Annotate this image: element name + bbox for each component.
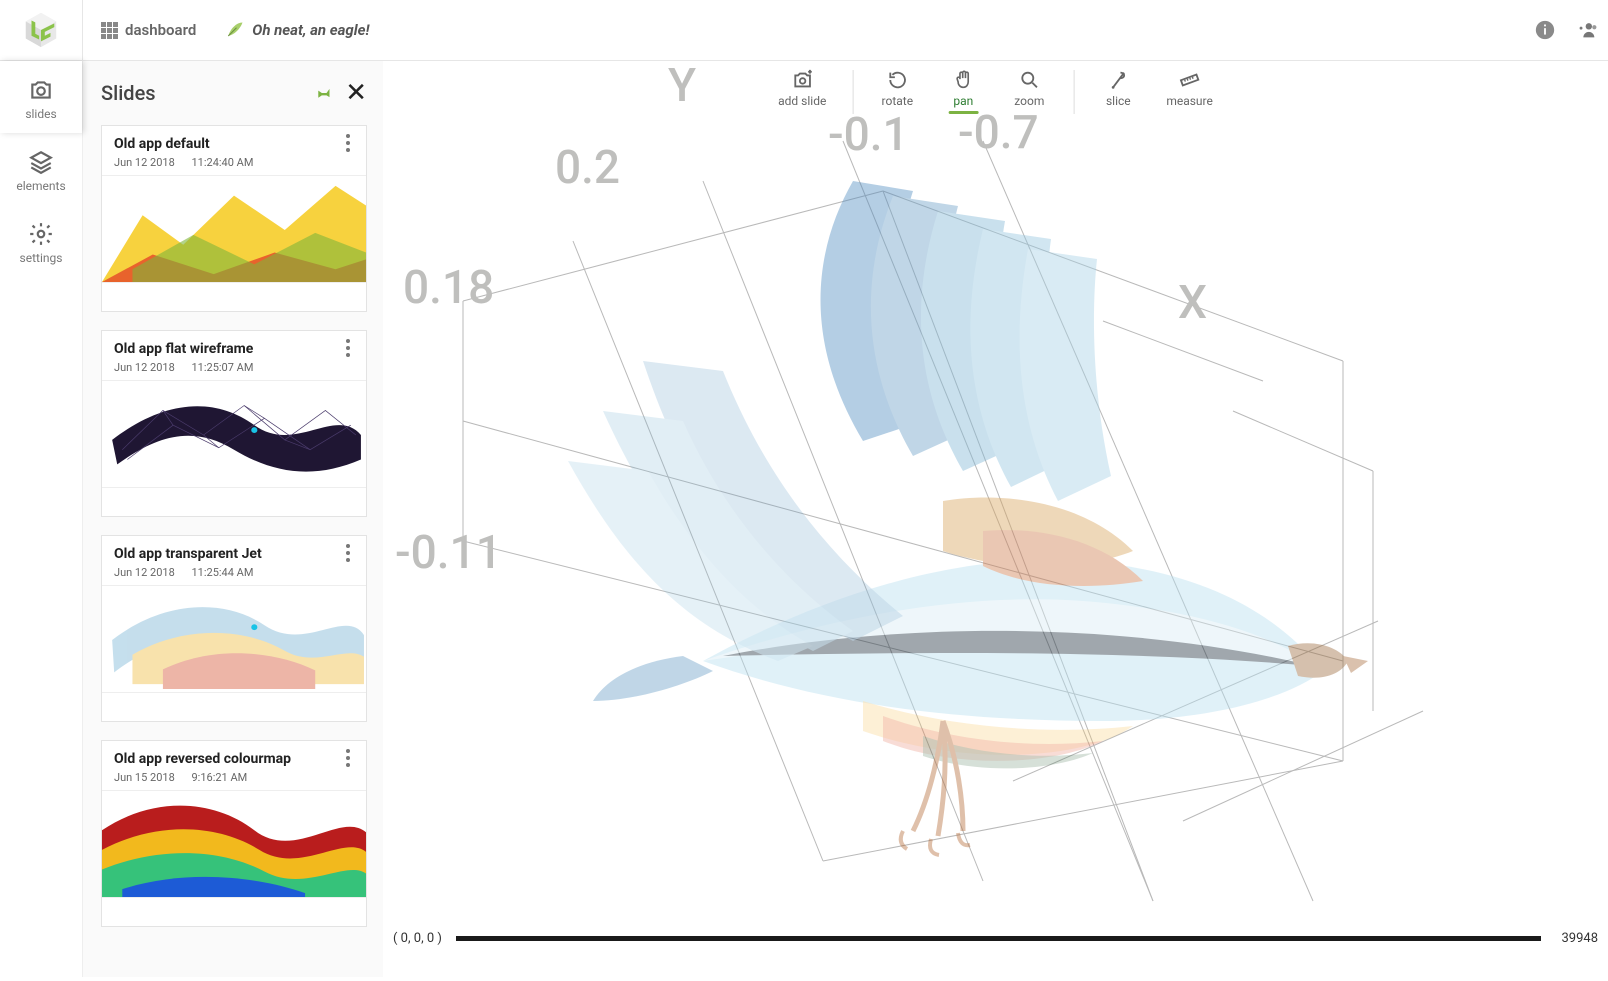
slide-card[interactable]: Old app reversed colourmap Jun 15 2018 9… xyxy=(101,740,367,927)
zoom-icon xyxy=(1018,69,1040,91)
slide-card-footer xyxy=(102,283,366,311)
slide-meta: Jun 12 2018 11:25:44 AM xyxy=(114,566,354,579)
pan-icon xyxy=(952,69,974,91)
more-icon[interactable] xyxy=(338,544,358,562)
axis-label-Y: Y xyxy=(668,59,696,113)
measure-icon xyxy=(1179,69,1201,91)
slide-card-header: Old app default Jun 12 2018 11:24:40 AM xyxy=(102,126,366,175)
slide-date: Jun 15 2018 xyxy=(114,771,175,784)
scene-canvas[interactable] xyxy=(383,61,1608,977)
top-bar: dashboard Oh neat, an eagle! xyxy=(0,0,1608,61)
slide-date: Jun 12 2018 xyxy=(114,361,175,374)
viewport-3d[interactable]: Y 0.2 -0.1 -0.7 0.18 -0.11 X add slide rotate … xyxy=(383,61,1608,977)
logo[interactable] xyxy=(0,0,83,61)
add-slide-tool[interactable]: add slide xyxy=(778,69,826,108)
slide-title: Old app reversed colourmap xyxy=(114,751,354,767)
camera-icon xyxy=(28,77,54,103)
left-nav: slides elements settings xyxy=(0,61,83,977)
pin-icon[interactable] xyxy=(313,83,333,103)
pan-tool[interactable]: pan xyxy=(945,69,981,114)
add-user-icon[interactable] xyxy=(1576,19,1598,41)
status-bar: ( 0, 0, 0 ) 39948 xyxy=(383,927,1608,949)
project-title-text: Oh neat, an eagle! xyxy=(252,21,369,39)
viewport-toolbar: add slide rotate pan zoom slice measure xyxy=(752,69,1239,114)
slide-card-header: Old app transparent Jet Jun 12 2018 11:2… xyxy=(102,536,366,585)
dashboard-label: dashboard xyxy=(125,21,196,39)
zoom-label: zoom xyxy=(1014,94,1044,108)
slide-card-header: Old app flat wireframe Jun 12 2018 11:25… xyxy=(102,331,366,380)
axis-label-vn011: -0.11 xyxy=(395,526,502,580)
slide-thumbnail[interactable] xyxy=(102,380,366,488)
axis-label-vn01: -0.1 xyxy=(828,108,909,162)
topbar-actions xyxy=(1534,0,1598,60)
nav-settings[interactable]: settings xyxy=(0,205,82,277)
more-icon[interactable] xyxy=(338,749,358,767)
rotate-icon xyxy=(886,69,908,91)
add-slide-label: add slide xyxy=(778,94,826,108)
nav-slides-label: slides xyxy=(0,107,82,121)
layers-icon xyxy=(28,149,54,175)
slide-card-header: Old app reversed colourmap Jun 15 2018 9… xyxy=(102,741,366,790)
slide-card[interactable]: Old app default Jun 12 2018 11:24:40 AM xyxy=(101,125,367,312)
slide-card-footer xyxy=(102,693,366,721)
dashboard-link[interactable]: dashboard xyxy=(83,0,214,60)
pan-label: pan xyxy=(953,94,973,108)
slide-thumbnail[interactable] xyxy=(102,585,366,693)
slide-meta: Jun 15 2018 9:16:21 AM xyxy=(114,771,354,784)
rotate-label: rotate xyxy=(882,94,914,108)
nav-elements[interactable]: elements xyxy=(0,133,82,205)
slide-time: 11:25:07 AM xyxy=(192,361,254,374)
axis-label-v018: 0.18 xyxy=(403,261,494,315)
add-slide-icon xyxy=(791,69,813,91)
axis-label-v02: 0.2 xyxy=(555,141,620,195)
zoom-tool[interactable]: zoom xyxy=(1011,69,1047,114)
rotate-tool[interactable]: rotate xyxy=(879,69,915,114)
slide-card-footer xyxy=(102,488,366,516)
slide-thumbnail[interactable] xyxy=(102,175,366,283)
slide-thumbnail[interactable] xyxy=(102,790,366,898)
slide-time: 11:25:44 AM xyxy=(192,566,254,579)
slide-date: Jun 12 2018 xyxy=(114,566,175,579)
close-icon[interactable]: ✕ xyxy=(345,80,367,106)
slide-meta: Jun 12 2018 11:25:07 AM xyxy=(114,361,354,374)
gear-icon xyxy=(28,221,54,247)
slides-panel[interactable]: Slides ✕ Old app default Jun 12 2018 11:… xyxy=(83,61,383,977)
slide-date: Jun 12 2018 xyxy=(114,156,175,169)
more-icon[interactable] xyxy=(338,134,358,152)
slides-panel-header: Slides ✕ xyxy=(101,61,367,125)
slide-card-footer xyxy=(102,898,366,926)
grid-icon xyxy=(101,22,118,39)
measure-label: measure xyxy=(1166,94,1213,108)
slice-icon xyxy=(1107,69,1129,91)
slide-title: Old app transparent Jet xyxy=(114,546,354,562)
nav-slides[interactable]: slides xyxy=(0,61,82,133)
slide-title: Old app flat wireframe xyxy=(114,341,354,357)
measure-tool[interactable]: measure xyxy=(1166,69,1213,108)
slide-card[interactable]: Old app flat wireframe Jun 12 2018 11:25… xyxy=(101,330,367,517)
status-count: 39948 xyxy=(1555,931,1598,946)
nav-elements-label: elements xyxy=(0,179,82,193)
slide-time: 9:16:21 AM xyxy=(192,771,248,784)
slide-title: Old app default xyxy=(114,136,354,152)
info-icon[interactable] xyxy=(1534,19,1556,41)
slides-panel-title: Slides xyxy=(101,81,156,105)
axis-label-vn07: -0.7 xyxy=(958,106,1039,160)
logo-icon xyxy=(22,11,60,49)
status-coords: ( 0, 0, 0 ) xyxy=(393,931,442,946)
feather-icon xyxy=(226,21,244,39)
slide-time: 11:24:40 AM xyxy=(192,156,254,169)
timeline-track[interactable] xyxy=(456,936,1542,941)
axis-label-X: X xyxy=(1178,276,1207,330)
more-icon[interactable] xyxy=(338,339,358,357)
slice-tool[interactable]: slice xyxy=(1100,69,1136,108)
slide-card[interactable]: Old app transparent Jet Jun 12 2018 11:2… xyxy=(101,535,367,722)
slide-meta: Jun 12 2018 11:24:40 AM xyxy=(114,156,354,169)
project-title[interactable]: Oh neat, an eagle! xyxy=(214,21,381,39)
slice-label: slice xyxy=(1106,94,1131,108)
nav-settings-label: settings xyxy=(0,251,82,265)
